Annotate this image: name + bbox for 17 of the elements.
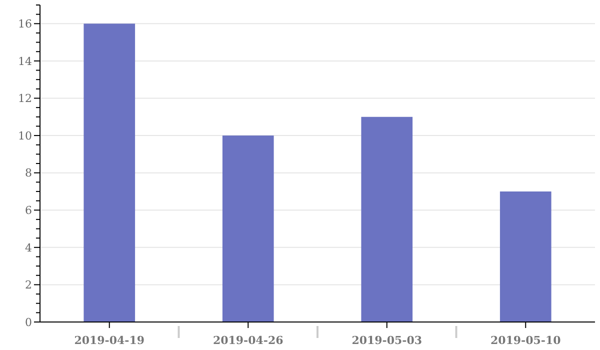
y-tick-label: 12	[18, 92, 32, 106]
y-tick-label: 2	[25, 278, 32, 292]
y-tick-label: 10	[18, 129, 32, 142]
y-tick-label: 4	[25, 241, 32, 254]
x-tick-label: 2019-05-03	[352, 334, 422, 347]
x-tick-label: 2019-04-26	[212, 334, 284, 347]
y-tick-label: 0	[25, 316, 32, 329]
y-tick-label: 6	[25, 204, 32, 217]
y-tick-label: 8	[25, 166, 32, 180]
x-tick-label: 2019-05-10	[490, 334, 562, 347]
x-tick-label: 2019-04-19	[74, 334, 145, 347]
bar	[222, 136, 274, 322]
bar	[361, 116, 413, 322]
bar	[84, 24, 136, 322]
bar	[500, 191, 552, 322]
y-tick-label: 16	[18, 17, 32, 30]
y-tick-label: 14	[18, 54, 32, 68]
